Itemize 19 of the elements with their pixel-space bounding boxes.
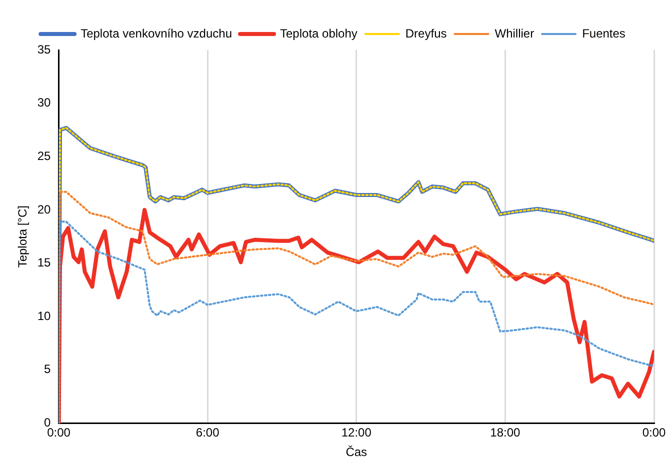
x-tick-label: 0:00 [47,426,71,440]
legend-label: Whillier [494,26,534,40]
y-tick-label: 15 [37,256,52,270]
x-tick-label: 12:00 [341,426,372,440]
y-tick-label: 5 [44,362,52,376]
y-tick-label: 25 [37,148,52,163]
y-tick-label: 30 [37,96,52,110]
y-tick-label: 35 [37,42,52,56]
y-axis-title: Teplota [°C] [16,206,30,268]
y-tick-label: 20 [37,202,52,216]
y-tick-label: 10 [37,308,52,323]
x-tick-label: 6:00 [196,426,220,440]
legend-label: Dreyfus [405,26,447,40]
legend-label: Teplota oblohy [280,26,358,40]
legend-label: Teplota venkovního vzduchu [80,26,232,40]
legend-label: Fuentes [582,26,626,40]
x-tick-label: 18:00 [490,426,521,440]
x-axis-title: Čas [346,445,368,460]
x-tick-label: 0:00 [642,426,666,440]
